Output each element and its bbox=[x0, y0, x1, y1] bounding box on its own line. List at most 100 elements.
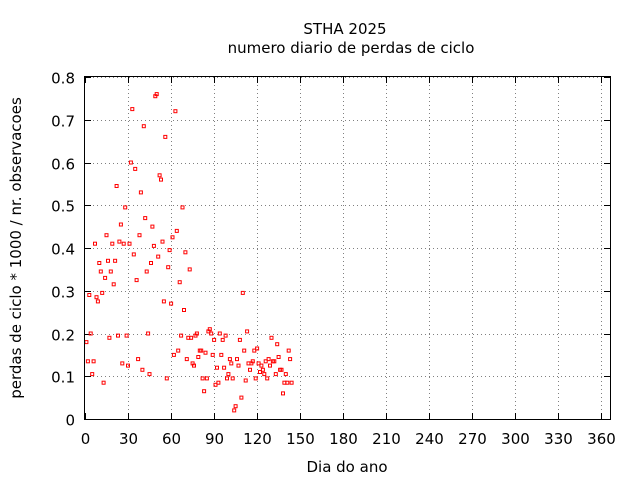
data-point bbox=[289, 380, 294, 385]
data-point bbox=[101, 380, 106, 385]
data-point bbox=[281, 391, 285, 396]
data-point bbox=[202, 389, 207, 394]
ticks bbox=[85, 77, 610, 420]
data-point bbox=[87, 293, 92, 297]
data-point bbox=[91, 359, 96, 364]
y-tick-label: 0.8 bbox=[51, 70, 75, 88]
data-point bbox=[164, 376, 169, 381]
x-tick-label: 0 bbox=[81, 430, 91, 448]
data-point bbox=[140, 367, 145, 372]
y-axis-title: perdas de ciclo * 1000 / nr. observacoes bbox=[7, 97, 25, 399]
data-point bbox=[272, 359, 277, 364]
x-tick-label: 240 bbox=[415, 430, 444, 448]
data-point bbox=[209, 331, 214, 336]
data-point bbox=[149, 261, 153, 265]
x-tick-label: 360 bbox=[587, 430, 616, 448]
y-tick-label: 0.1 bbox=[51, 369, 75, 387]
data-point bbox=[259, 363, 264, 368]
data-point bbox=[138, 190, 143, 195]
x-tick-label: 210 bbox=[372, 430, 401, 448]
data-point bbox=[255, 346, 260, 351]
data-point bbox=[137, 233, 142, 238]
data-point bbox=[253, 376, 258, 381]
data-point bbox=[124, 333, 129, 338]
data-point bbox=[256, 361, 261, 366]
data-point bbox=[266, 357, 271, 362]
x-tick-label: 90 bbox=[205, 430, 224, 448]
data-point bbox=[90, 372, 95, 377]
data-point bbox=[223, 333, 228, 338]
data-point bbox=[84, 340, 89, 345]
data-point bbox=[217, 331, 222, 336]
data-point bbox=[134, 278, 139, 283]
y-tick-labels: 0 0.1 0.2 0.3 0.4 0.5 0.6 0.7 0.8 bbox=[51, 70, 75, 430]
data-point bbox=[156, 254, 161, 259]
data-point bbox=[106, 258, 110, 263]
data-point bbox=[111, 282, 116, 287]
data-point bbox=[192, 363, 196, 368]
data-point bbox=[262, 372, 267, 377]
data-point bbox=[265, 376, 270, 381]
data-point bbox=[130, 107, 135, 112]
data-point bbox=[184, 357, 189, 362]
data-point bbox=[233, 404, 238, 409]
x-axis-title: Dia do ano bbox=[306, 458, 387, 476]
x-tick-labels: 0 30 60 90 120 150 180 210 240 270 300 330 360 bbox=[81, 430, 616, 448]
data-point bbox=[258, 370, 262, 374]
data-point bbox=[108, 269, 113, 274]
data-point bbox=[187, 267, 192, 272]
data-point bbox=[215, 365, 219, 370]
data-point bbox=[146, 331, 151, 336]
chart-subtitle: numero diario de perdas de ciclo bbox=[228, 39, 475, 57]
data-point bbox=[120, 361, 125, 366]
data-point bbox=[128, 160, 133, 165]
data-point bbox=[88, 331, 93, 336]
data-point bbox=[243, 378, 248, 383]
data-point bbox=[98, 269, 103, 274]
data-point bbox=[237, 337, 242, 342]
data-point bbox=[226, 372, 231, 377]
data-point bbox=[260, 367, 265, 372]
data-point bbox=[242, 348, 247, 353]
data-points bbox=[84, 92, 294, 413]
data-point bbox=[207, 327, 212, 332]
data-point bbox=[179, 333, 184, 338]
data-point bbox=[230, 376, 235, 381]
data-point bbox=[167, 248, 172, 253]
data-point bbox=[227, 357, 232, 362]
y-tick-label: 0.5 bbox=[51, 198, 75, 216]
data-point bbox=[180, 205, 185, 210]
data-point bbox=[85, 359, 90, 364]
data-point bbox=[133, 166, 138, 171]
data-point bbox=[276, 355, 281, 359]
data-point bbox=[121, 241, 126, 246]
data-point bbox=[161, 299, 166, 304]
y-tick-label: 0.3 bbox=[51, 284, 75, 302]
data-point bbox=[222, 365, 227, 370]
data-point bbox=[104, 233, 109, 238]
data-point bbox=[173, 109, 178, 114]
data-point bbox=[141, 124, 146, 129]
data-point bbox=[182, 308, 186, 312]
data-point bbox=[118, 222, 123, 227]
data-point bbox=[157, 173, 162, 178]
data-point bbox=[236, 363, 241, 368]
data-point bbox=[103, 275, 108, 280]
y-tick-label: 0.4 bbox=[51, 241, 75, 259]
data-point bbox=[199, 348, 204, 353]
data-point bbox=[123, 205, 128, 210]
y-tick-label: 0.7 bbox=[51, 113, 75, 131]
data-point bbox=[95, 299, 100, 304]
data-point bbox=[151, 243, 156, 248]
data-point bbox=[229, 361, 234, 366]
data-point bbox=[147, 372, 152, 377]
data-point bbox=[159, 177, 163, 182]
data-point bbox=[220, 337, 225, 342]
data-point bbox=[216, 380, 221, 385]
data-point bbox=[144, 269, 149, 274]
data-point bbox=[288, 357, 293, 362]
data-point bbox=[163, 134, 168, 139]
data-point bbox=[94, 295, 99, 300]
x-tick-label: 60 bbox=[162, 430, 181, 448]
x-tick-label: 30 bbox=[119, 430, 138, 448]
